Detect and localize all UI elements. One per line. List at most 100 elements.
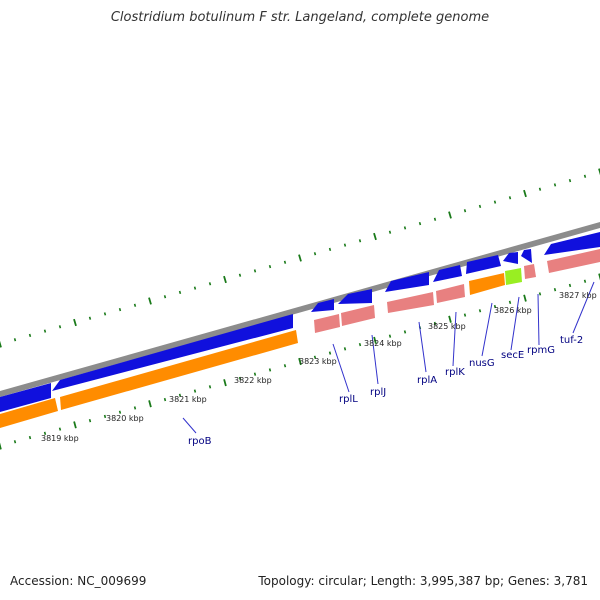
gene-label-rplk: rplK xyxy=(445,367,465,378)
backbone-ring xyxy=(0,222,600,397)
feature-arrow xyxy=(311,299,334,312)
tick-mark xyxy=(238,376,242,381)
tick-mark xyxy=(583,174,587,178)
tick-mark xyxy=(478,309,482,313)
tick-mark xyxy=(403,226,407,230)
tick-mark xyxy=(73,421,77,429)
feature-arrow xyxy=(503,252,518,264)
gene-leader-lines xyxy=(182,281,595,434)
kbp-label: 3821 kbp xyxy=(169,395,207,404)
feature-arrow xyxy=(469,273,505,295)
tick-mark xyxy=(373,336,377,344)
tick-mark xyxy=(403,330,407,334)
tick-mark xyxy=(148,400,152,408)
tick-mark xyxy=(358,342,362,347)
tick-mark xyxy=(433,217,437,221)
feature-arrow xyxy=(314,314,340,333)
tick-mark xyxy=(223,379,227,387)
kbp-label: 3827 kbp xyxy=(559,291,597,300)
forward-cds-track xyxy=(0,232,600,412)
tick-mark xyxy=(598,168,600,176)
gene-label-nusg: nusG xyxy=(469,358,495,369)
tick-mark xyxy=(523,294,527,302)
gene-label-tuf-2: tuf-2 xyxy=(560,335,583,346)
tick-mark xyxy=(148,297,152,305)
tick-mark xyxy=(538,292,542,296)
tick-mark xyxy=(88,316,92,320)
tick-mark xyxy=(88,418,92,423)
tick-mark xyxy=(358,239,362,243)
tick-mark xyxy=(208,385,212,389)
tick-mark xyxy=(388,230,392,234)
reverse-cds-track xyxy=(0,273,505,428)
tick-mark xyxy=(568,178,572,183)
tick-mark xyxy=(463,209,467,213)
tick-mark xyxy=(478,204,482,209)
rna-track xyxy=(314,249,600,333)
gene-label-rpll: rplL xyxy=(339,394,358,405)
kbp-label: 3822 kbp xyxy=(234,376,272,385)
feature-arrow xyxy=(547,249,600,273)
tick-mark xyxy=(448,315,452,323)
tick-mark xyxy=(538,187,542,191)
tick-mark xyxy=(283,260,287,264)
tick-mark xyxy=(253,372,257,376)
tick-mark xyxy=(283,364,287,368)
kbp-label: 3820 kbp xyxy=(106,414,144,423)
tick-mark xyxy=(298,357,302,366)
gene-label-sece: secE xyxy=(501,350,524,361)
kbp-label: 3825 kbp xyxy=(428,322,466,331)
gene-label-rpla: rplA xyxy=(417,375,437,386)
tick-mark xyxy=(178,393,182,397)
feature-arrow xyxy=(385,272,429,292)
tick-mark xyxy=(553,183,557,187)
tick-mark xyxy=(328,247,332,252)
feature-arrow xyxy=(436,284,465,303)
tick-mark xyxy=(568,283,572,288)
tick-mark xyxy=(598,273,600,281)
tick-mark xyxy=(493,304,497,309)
tick-mark xyxy=(433,321,437,326)
tick-mark xyxy=(163,397,167,402)
tick-mark xyxy=(118,410,122,414)
gene-label-rpmg: rpmG xyxy=(527,345,555,356)
gene-label-rplj: rplJ xyxy=(370,387,386,398)
tick-mark xyxy=(448,211,452,219)
tick-mark xyxy=(583,279,587,283)
kbp-label: 3819 kbp xyxy=(41,434,79,443)
map-title: Clostridium botulinum F str. Langeland, … xyxy=(110,10,490,25)
feature-arrow xyxy=(387,292,434,313)
tick-mark xyxy=(133,303,137,307)
tick-mark xyxy=(523,189,527,198)
tick-mark xyxy=(343,243,347,247)
tick-mark xyxy=(103,312,107,316)
tick-mark xyxy=(373,232,377,241)
feature-arrow xyxy=(0,398,58,428)
tick-mark xyxy=(73,318,77,327)
tick-mark xyxy=(193,286,197,290)
tick-mark xyxy=(43,431,47,436)
kbp-label: 3826 kbp xyxy=(494,306,532,315)
tick-mark xyxy=(313,252,317,256)
tick-mark xyxy=(13,338,17,342)
tick-mark xyxy=(28,435,32,440)
tick-mark xyxy=(298,254,302,262)
tick-mark xyxy=(328,351,332,355)
outer-tick-track xyxy=(0,168,600,348)
tick-mark xyxy=(493,200,497,204)
feature-arrow xyxy=(338,289,372,304)
feature-arrow xyxy=(341,305,375,326)
tick-mark xyxy=(418,221,422,226)
tick-mark xyxy=(388,334,392,338)
feature-arrow xyxy=(433,265,462,282)
tick-mark xyxy=(103,414,107,419)
tick-mark xyxy=(508,300,512,305)
feature-arrow xyxy=(52,314,293,391)
tick-mark xyxy=(58,427,62,431)
tick-mark xyxy=(13,440,17,444)
gene-label-rpob: rpoB xyxy=(188,436,212,447)
tick-mark xyxy=(268,264,272,269)
tick-mark xyxy=(313,355,317,359)
tick-mark xyxy=(163,295,167,299)
